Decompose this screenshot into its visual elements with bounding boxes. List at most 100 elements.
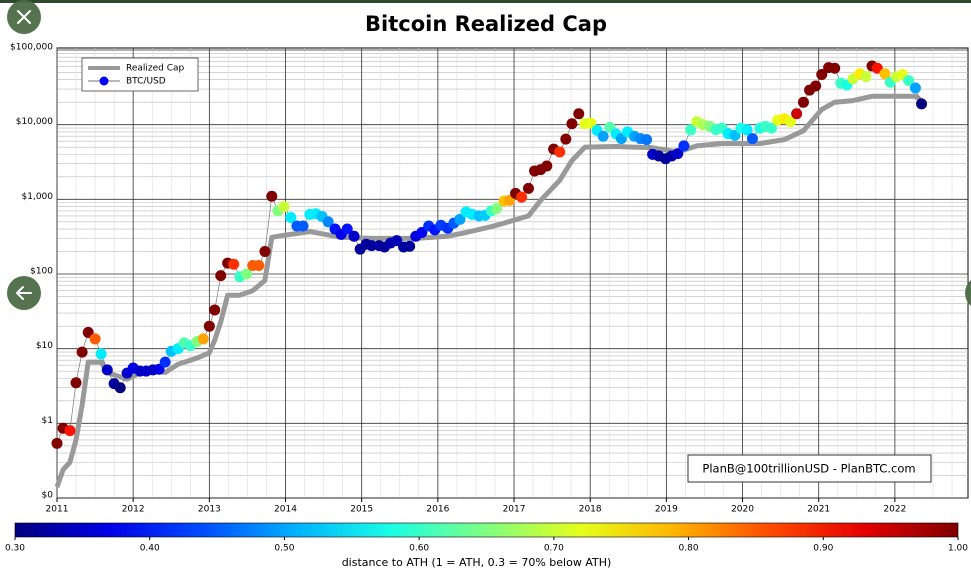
y-tick-label: $100: [30, 267, 53, 277]
price-dot: [829, 62, 841, 74]
price-dot: [76, 346, 88, 358]
price-dot: [741, 124, 753, 136]
x-tick-label: 2016: [426, 505, 449, 515]
previous-button[interactable]: [7, 276, 41, 310]
previous-button-icon: [16, 286, 32, 300]
price-dot: [101, 364, 113, 376]
price-dot: [366, 240, 378, 252]
price-dot: [82, 326, 94, 338]
y-tick-label: $0: [42, 491, 54, 501]
colorbar-tick-label: 1.00: [948, 544, 968, 554]
next-button[interactable]: [965, 276, 971, 310]
price-dot: [909, 82, 921, 94]
price-dot: [285, 212, 297, 224]
price-dot: [278, 201, 290, 213]
x-tick-label: 2020: [731, 505, 754, 515]
price-dot: [297, 220, 309, 232]
colorbar-tick-label: 0.30: [5, 544, 25, 554]
colorbar-label: distance to ATH (1 = ATH, 0.3 = 70% belo…: [342, 556, 612, 569]
x-tick-label: 2011: [46, 505, 69, 515]
legend-label: Realized Cap: [126, 64, 185, 74]
price-dot: [566, 118, 578, 130]
price-dot: [810, 80, 822, 92]
price-dot: [404, 240, 416, 252]
colorbar: [14, 522, 959, 538]
price-dot: [729, 129, 741, 141]
price-dot: [266, 190, 278, 202]
annotation: PlanB@100trillionUSD - PlanBTC.com: [702, 462, 915, 476]
price-dot: [516, 191, 528, 203]
price-dot: [765, 122, 777, 134]
legend: Realized Cap BTC/USD: [81, 57, 199, 92]
price-dot: [785, 116, 797, 128]
price-dot: [341, 223, 353, 235]
price-dot: [791, 108, 803, 120]
price-dot: [228, 258, 240, 270]
y-tick-label: $100,000: [10, 43, 53, 53]
price-dot: [209, 304, 221, 316]
x-tick-label: 2012: [122, 505, 145, 515]
price-dot: [491, 203, 503, 215]
y-tick-label: $1: [42, 416, 53, 426]
price-dot: [70, 377, 82, 389]
x-tick-label: 2017: [503, 505, 526, 515]
price-dot: [348, 230, 360, 242]
price-dot: [903, 75, 915, 87]
price-dot: [197, 333, 209, 345]
price-dot: [916, 98, 928, 110]
close-button[interactable]: [7, 0, 41, 34]
price-dot: [322, 216, 334, 228]
price-dot: [259, 246, 271, 258]
price-dot: [597, 130, 609, 142]
price-dot: [241, 268, 253, 280]
x-tick-label: 2014: [274, 505, 297, 515]
y-tick-label: $10: [36, 341, 53, 351]
price-dot: [51, 437, 63, 449]
legend-box: [81, 57, 199, 92]
price-dot: [685, 124, 697, 136]
close-button-icon: [17, 10, 31, 24]
price-dot: [860, 71, 872, 83]
price-dot: [816, 68, 828, 80]
colorbar-tick-label: 0.70: [544, 544, 564, 554]
top-bar: [0, 0, 971, 3]
price-dot: [522, 182, 534, 194]
price-dot: [585, 117, 597, 129]
legend-swatch: [99, 76, 109, 86]
next-button-bg: [965, 280, 971, 306]
price-dot: [871, 62, 883, 74]
x-tick-label: 2018: [579, 505, 602, 515]
price-dot: [573, 108, 585, 120]
colorbar-tick-label: 0.90: [813, 544, 833, 554]
price-dot: [114, 382, 126, 394]
price-dot: [95, 348, 107, 360]
price-dot: [879, 68, 891, 80]
colorbar-tick-label: 0.80: [679, 544, 699, 554]
price-dot: [641, 134, 653, 146]
price-dot: [678, 140, 690, 152]
x-tick-label: 2015: [350, 505, 373, 515]
price-dot: [560, 133, 572, 145]
price-dot: [797, 96, 809, 108]
x-tick-label: 2013: [198, 505, 221, 515]
x-tick-label: 2021: [807, 505, 830, 515]
colorbar-tick-label: 0.50: [274, 544, 294, 554]
colorbar-tick-label: 0.60: [409, 544, 429, 554]
price-dot: [454, 213, 466, 225]
annotation-box: [687, 454, 932, 483]
price-dot: [541, 160, 553, 172]
price-dot: [89, 333, 101, 345]
y-tick-label: $10,000: [16, 117, 53, 127]
price-dot: [64, 425, 76, 437]
price-dot: [203, 320, 215, 332]
price-dot: [215, 270, 227, 282]
colorbar-tick-label: 0.40: [140, 544, 160, 554]
price-dot: [746, 133, 758, 145]
price-dot: [416, 226, 428, 238]
chart-title: Bitcoin Realized Cap: [365, 12, 607, 36]
y-tick-label: $1,000: [22, 192, 54, 202]
price-dot: [554, 146, 566, 158]
legend-label: BTC/USD: [126, 77, 166, 87]
